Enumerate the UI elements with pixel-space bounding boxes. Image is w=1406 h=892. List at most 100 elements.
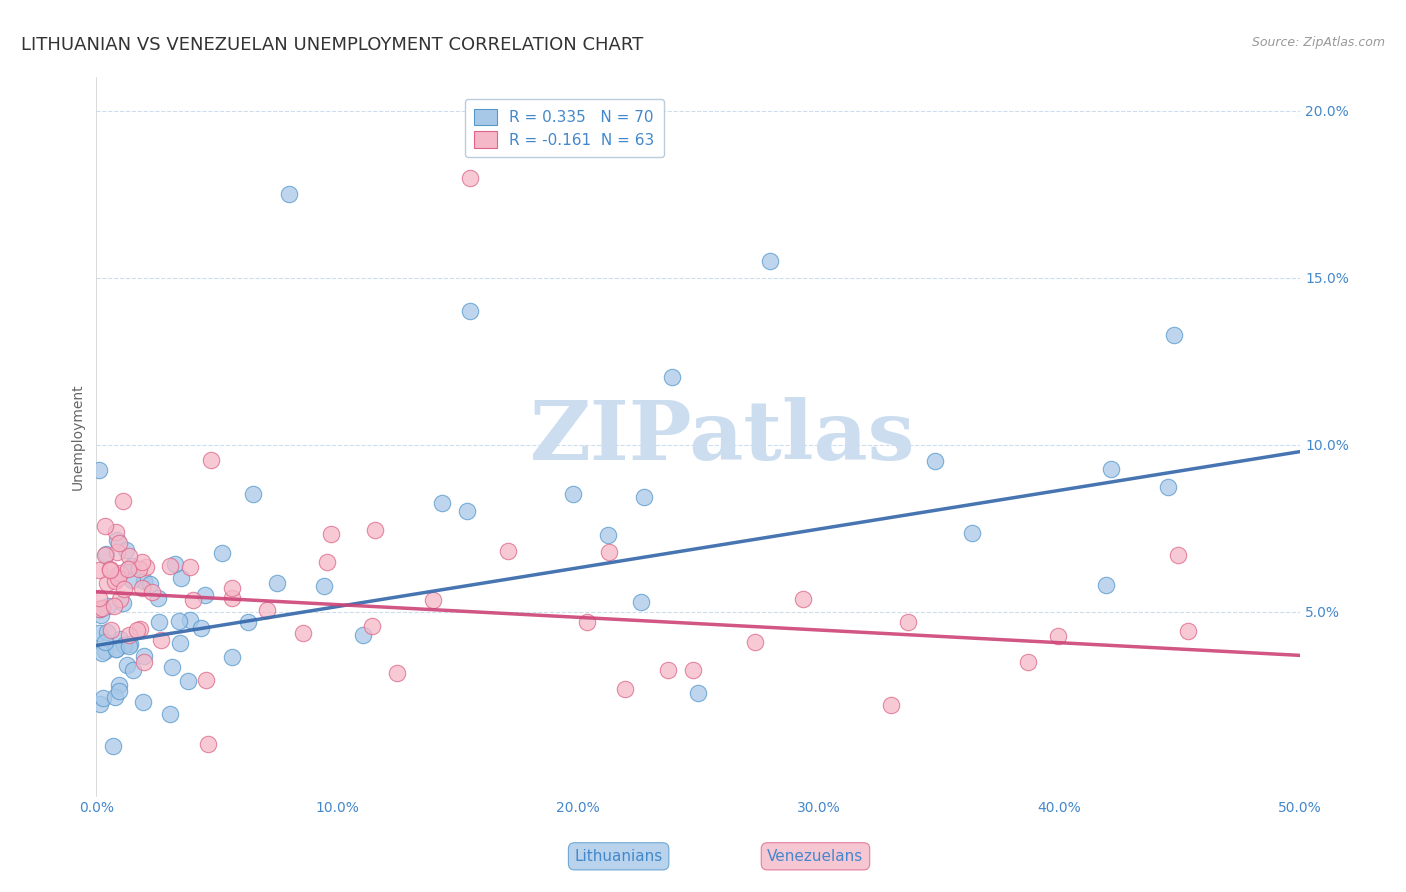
Point [194, 673, 217, 688]
Point [121, 573, 143, 587]
Point [118, 549, 141, 564]
Point [132, 574, 155, 589]
Point [880, 698, 903, 713]
Point [108, 566, 131, 581]
Point [266, 575, 288, 590]
Point [256, 603, 278, 617]
Point [105, 524, 128, 539]
Point [121, 558, 143, 573]
Point [115, 657, 138, 672]
Point [89, 607, 111, 622]
Point [96, 576, 118, 591]
Text: ZIPatlas: ZIPatlas [530, 397, 915, 476]
Point [598, 545, 620, 559]
Point [792, 592, 814, 607]
Point [96, 547, 118, 561]
Point [127, 623, 149, 637]
Point [924, 453, 946, 467]
Point [87, 626, 110, 640]
Point [897, 615, 920, 629]
Point [159, 558, 181, 573]
Point [105, 642, 128, 657]
Point [112, 582, 135, 596]
Point [93, 634, 115, 648]
Point [90, 646, 112, 660]
Point [159, 706, 181, 721]
Point [1177, 624, 1199, 639]
Point [104, 574, 127, 589]
Point [91, 690, 114, 705]
Point [105, 545, 128, 559]
Point [596, 527, 619, 541]
Point [1099, 462, 1122, 476]
Point [1017, 655, 1039, 669]
Point [131, 556, 153, 570]
Point [139, 576, 162, 591]
Point [458, 170, 481, 185]
Point [613, 681, 636, 696]
Point [94, 644, 117, 658]
Point [117, 562, 139, 576]
Point [170, 571, 193, 585]
Text: LITHUANIAN VS VENEZUELAN UNEMPLOYMENT CORRELATION CHART: LITHUANIAN VS VENEZUELAN UNEMPLOYMENT CO… [21, 36, 644, 54]
Point [197, 737, 219, 751]
Text: Source: ZipAtlas.com: Source: ZipAtlas.com [1251, 36, 1385, 49]
Point [456, 503, 478, 517]
Point [630, 595, 652, 609]
Point [118, 561, 141, 575]
Point [190, 621, 212, 635]
Point [101, 739, 124, 753]
Point [1047, 629, 1070, 643]
Point [87, 562, 110, 576]
Point [575, 615, 598, 629]
Point [352, 628, 374, 642]
Point [179, 560, 201, 574]
Point [104, 690, 127, 705]
Point [167, 614, 190, 628]
Point [89, 463, 111, 477]
Point [387, 666, 409, 681]
Point [141, 585, 163, 599]
Point [107, 536, 129, 550]
Point [315, 555, 337, 569]
Point [682, 663, 704, 677]
Point [107, 683, 129, 698]
Point [105, 533, 128, 548]
Point [496, 543, 519, 558]
Point [657, 663, 679, 677]
Point [98, 562, 121, 576]
Point [104, 642, 127, 657]
Point [633, 490, 655, 504]
Point [211, 546, 233, 560]
Point [163, 557, 186, 571]
Point [112, 638, 135, 652]
Point [221, 591, 243, 606]
Point [100, 624, 122, 638]
Point [98, 564, 121, 578]
Point [278, 187, 301, 202]
Point [87, 591, 110, 605]
Point [121, 663, 143, 677]
Point [759, 254, 782, 268]
Text: Lithuanians: Lithuanians [575, 849, 662, 863]
Point [562, 487, 585, 501]
Point [132, 648, 155, 663]
Point [1163, 327, 1185, 342]
Point [111, 493, 134, 508]
Point [149, 633, 172, 648]
Point [1157, 480, 1180, 494]
Point [89, 601, 111, 615]
Point [108, 592, 131, 607]
Point [179, 613, 201, 627]
Point [131, 581, 153, 595]
Point [103, 599, 125, 613]
Point [686, 686, 709, 700]
Point [321, 526, 343, 541]
Point [107, 571, 129, 585]
Y-axis label: Unemployment: Unemployment [72, 384, 86, 490]
Point [89, 697, 111, 711]
Point [90, 600, 112, 615]
Point [128, 562, 150, 576]
Text: Venezuelans: Venezuelans [768, 849, 863, 863]
Point [132, 695, 155, 709]
